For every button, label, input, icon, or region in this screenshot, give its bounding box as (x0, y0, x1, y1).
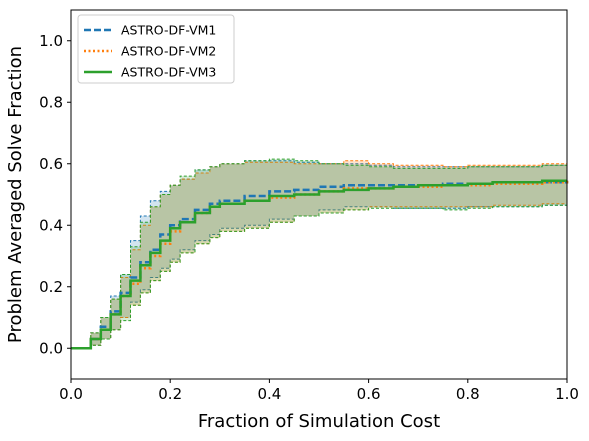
x-axis: 0.0 0.2 0.4 0.6 0.8 1.0 (59, 379, 579, 403)
y-tick-label: 0.2 (39, 278, 63, 296)
y-tick-label: 0.8 (39, 93, 63, 111)
y-tick-label: 0.4 (39, 216, 63, 234)
confidence-band-2 (71, 160, 567, 349)
legend-box (77, 14, 235, 84)
x-tick-label: 0.6 (357, 385, 381, 403)
legend: ASTRO-DF-VM1 ASTRO-DF-VM2 ASTRO-DF-VM3 (77, 14, 235, 84)
x-tick-label: 1.0 (555, 385, 579, 403)
y-axis-label: Problem Averaged Solve Fraction (5, 46, 26, 343)
x-axis-label: Fraction of Simulation Cost (198, 411, 440, 432)
legend-label-vm3: ASTRO-DF-VM3 (121, 65, 216, 80)
legend-label-vm2: ASTRO-DF-VM2 (121, 44, 216, 59)
x-tick-label: 0.2 (158, 385, 182, 403)
confidence-bands (71, 158, 568, 349)
band-upper-line-1 (71, 160, 567, 349)
x-tick-label: 0.0 (59, 385, 83, 403)
confidence-band-3 (71, 159, 567, 349)
band-upper-line-3 (71, 158, 568, 349)
band-lower-line-3 (71, 204, 567, 349)
y-axis: 0.0 0.2 0.4 0.6 0.8 1.0 (39, 32, 71, 357)
x-tick-label: 0.8 (456, 385, 480, 403)
y-tick-label: 0.6 (39, 155, 63, 173)
plot-area-frame (70, 9, 568, 380)
series-lines (71, 179, 569, 350)
y-tick-label: 1.0 (39, 32, 63, 50)
y-tick-label: 0.0 (39, 339, 63, 357)
series-line-3 (71, 179, 567, 350)
legend-label-vm1: ASTRO-DF-VM1 (121, 23, 216, 38)
x-tick-label: 0.4 (257, 385, 281, 403)
confidence-band-1 (71, 160, 567, 349)
